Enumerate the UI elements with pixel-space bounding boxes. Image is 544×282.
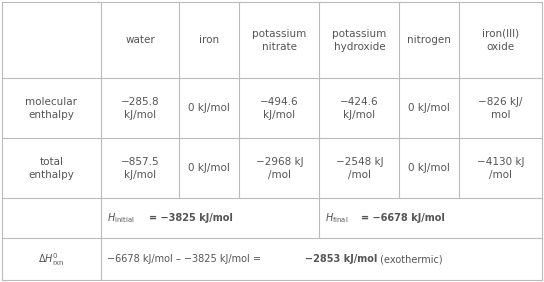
Text: water: water xyxy=(125,35,155,45)
Text: potassium
hydroxide: potassium hydroxide xyxy=(332,29,386,52)
Text: 0 kJ/mol: 0 kJ/mol xyxy=(409,163,450,173)
Text: 0 kJ/mol: 0 kJ/mol xyxy=(188,103,230,113)
Text: −494.6
kJ/mol: −494.6 kJ/mol xyxy=(260,97,299,120)
Text: = −3825 kJ/mol: = −3825 kJ/mol xyxy=(149,213,232,223)
Text: −2853 kJ/mol: −2853 kJ/mol xyxy=(305,254,377,264)
Text: molecular
enthalpy: molecular enthalpy xyxy=(26,97,77,120)
Text: 0 kJ/mol: 0 kJ/mol xyxy=(409,103,450,113)
Text: iron(III)
oxide: iron(III) oxide xyxy=(482,29,519,52)
Text: −2548 kJ
/mol: −2548 kJ /mol xyxy=(336,157,383,180)
Text: $H_{\mathrm{initial}}$: $H_{\mathrm{initial}}$ xyxy=(107,211,134,225)
Text: potassium
nitrate: potassium nitrate xyxy=(252,29,306,52)
Text: = −6678 kJ/mol: = −6678 kJ/mol xyxy=(361,213,445,223)
Text: −6678 kJ/mol – −3825 kJ/mol =: −6678 kJ/mol – −3825 kJ/mol = xyxy=(107,254,264,264)
Text: −285.8
kJ/mol: −285.8 kJ/mol xyxy=(121,97,159,120)
Text: −857.5
kJ/mol: −857.5 kJ/mol xyxy=(121,157,159,180)
Text: $H_{\mathrm{final}}$: $H_{\mathrm{final}}$ xyxy=(325,211,349,225)
Text: −424.6
kJ/mol: −424.6 kJ/mol xyxy=(340,97,379,120)
Text: 0 kJ/mol: 0 kJ/mol xyxy=(188,163,230,173)
Text: −2968 kJ
/mol: −2968 kJ /mol xyxy=(256,157,303,180)
Text: $\Delta H^{0}_{\mathrm{rxn}}$: $\Delta H^{0}_{\mathrm{rxn}}$ xyxy=(38,251,65,268)
Text: (exothermic): (exothermic) xyxy=(376,254,442,264)
Text: nitrogen: nitrogen xyxy=(407,35,452,45)
Text: iron: iron xyxy=(199,35,219,45)
Text: −826 kJ/
mol: −826 kJ/ mol xyxy=(478,97,523,120)
Text: total
enthalpy: total enthalpy xyxy=(28,157,75,180)
Text: −4130 kJ
/mol: −4130 kJ /mol xyxy=(477,157,524,180)
